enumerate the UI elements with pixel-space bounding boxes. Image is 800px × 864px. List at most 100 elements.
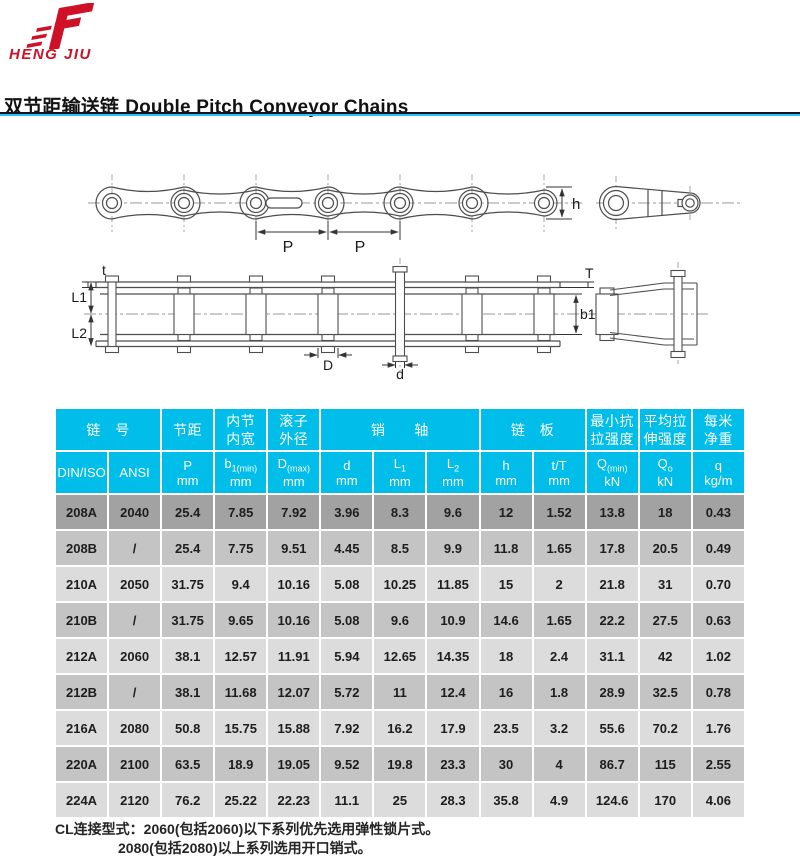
table-cell: 30 [480, 747, 532, 781]
brand-name: HENG JIU [9, 46, 92, 63]
table-cell: 1.52 [533, 495, 585, 529]
column-header: D(max) mm [268, 452, 320, 493]
table-cell: 70.2 [639, 711, 691, 745]
table-cell: 0.43 [692, 495, 744, 529]
table-cell: 17.8 [586, 531, 638, 565]
table-cell: 38.1 [162, 639, 214, 673]
column-header: t/T mm [533, 452, 585, 493]
table-cell: 14.6 [480, 603, 532, 637]
table-cell: 12.07 [268, 675, 320, 709]
footnotes: CL连接型式：2060(包括2060)以下系列优先选用弹性锁片式。 2080(包… [55, 820, 439, 858]
table-head: 链 号节距 内节 内宽 滚子 外径销 轴链 板最小抗 拉强度 平均拉 伸强度 每米 净重… [56, 409, 744, 493]
table-cell: 7.92 [268, 495, 320, 529]
table-cell: 4.06 [692, 783, 744, 817]
table-cell: 2 [533, 567, 585, 601]
table-cell: 2.55 [692, 747, 744, 781]
table-cell: 208A [56, 495, 108, 529]
table-body: 208A 2040 25.4 7.85 7.92 3.96 8.3 9.6 12 1.52 13.8… [56, 495, 744, 817]
table-cell: / [109, 531, 161, 565]
table-cell: 212A [56, 639, 108, 673]
table-cell: 2120 [109, 783, 161, 817]
table-cell: 9.51 [268, 531, 320, 565]
table-cell: 15.88 [268, 711, 320, 745]
table-cell: 16 [480, 675, 532, 709]
column-header: b1(min) mm [215, 452, 267, 493]
table-cell: 2100 [109, 747, 161, 781]
table-cell: 11.1 [321, 783, 373, 817]
chain-plan-view: t T L1 L2 b1 D d [71, 258, 708, 382]
table-cell: 35.8 [480, 783, 532, 817]
table-cell: 12.57 [215, 639, 267, 673]
table-cell: 28.9 [586, 675, 638, 709]
table-cell: 13.8 [586, 495, 638, 529]
table-cell: 12.65 [374, 639, 426, 673]
table-cell: 7.75 [215, 531, 267, 565]
table-group-header-row: 链 号节距 内节 内宽 滚子 外径销 轴链 板最小抗 拉强度 平均拉 伸强度 每米 净重 [56, 409, 744, 450]
table-row: 220A 2100 63.5 18.9 19.05 9.52 19.8 23.3 30 4 86.7… [56, 747, 744, 781]
table-cell: 25.4 [162, 531, 214, 565]
table-cell: 23.3 [427, 747, 479, 781]
dim-label-L2: L2 [71, 325, 87, 341]
table-cell: 5.72 [321, 675, 373, 709]
table-cell: 124.6 [586, 783, 638, 817]
table-row: 224A 2120 76.2 25.22 22.23 11.1 25 28.3 35.8 4.9 1… [56, 783, 744, 817]
table-cell: 220A [56, 747, 108, 781]
note-text-1: 2060(包括2060)以下系列优先选用弹性锁片式。 [143, 821, 440, 837]
table-cell: 2050 [109, 567, 161, 601]
table-cell: 23.5 [480, 711, 532, 745]
table-cell: 9.52 [321, 747, 373, 781]
column-group-header: 链 号 [56, 409, 161, 450]
table-cell: 9.9 [427, 531, 479, 565]
table-cell: 15 [480, 567, 532, 601]
column-group-header: 滚子 外径 [268, 409, 320, 450]
table-cell: 9.6 [427, 495, 479, 529]
table-cell: 42 [639, 639, 691, 673]
table-cell: 55.6 [586, 711, 638, 745]
table-cell: 2060 [109, 639, 161, 673]
table-row: 216A 2080 50.8 15.75 15.88 7.92 16.2 17.9 23.5 3.… [56, 711, 744, 745]
table-cell: 9.4 [215, 567, 267, 601]
table-cell: 1.8 [533, 675, 585, 709]
dim-label-pitch-1: P [283, 239, 294, 256]
table-cell: 38.1 [162, 675, 214, 709]
table-cell: 12.4 [427, 675, 479, 709]
dim-label-plate-height: h [572, 196, 580, 213]
note-text-2: 2080(包括2080)以上系列选用开口销式。 [118, 840, 372, 856]
spec-table: 链 号节距 内节 内宽 滚子 外径销 轴链 板最小抗 拉强度 平均拉 伸强度 每米 净重… [54, 407, 746, 819]
table-cell: 10.9 [427, 603, 479, 637]
table-cell: 1.02 [692, 639, 744, 673]
table-cell: 11.68 [215, 675, 267, 709]
table-cell: 4.9 [533, 783, 585, 817]
table-cell: 11.91 [268, 639, 320, 673]
table-cell: 63.5 [162, 747, 214, 781]
column-header: d mm [321, 452, 373, 493]
table-cell: 10.16 [268, 603, 320, 637]
table-cell: 3.96 [321, 495, 373, 529]
table-cell: 210B [56, 603, 108, 637]
table-cell: 11.8 [480, 531, 532, 565]
column-group-header: 节距 [162, 409, 214, 450]
table-cell: 8.3 [374, 495, 426, 529]
column-header: ANSI [109, 452, 161, 493]
table-row: 210A 2050 31.75 9.4 10.16 5.08 10.25 11.85 15 2 21… [56, 567, 744, 601]
table-cell: 11 [374, 675, 426, 709]
column-header: L2 mm [427, 452, 479, 493]
table-cell: 12 [480, 495, 532, 529]
table-cell: 31 [639, 567, 691, 601]
table-cell: 25.22 [215, 783, 267, 817]
table-cell: 7.85 [215, 495, 267, 529]
table-cell: 2080 [109, 711, 161, 745]
table-cell: 4.45 [321, 531, 373, 565]
dim-label-t: t [102, 262, 106, 278]
table-cell: 7.92 [321, 711, 373, 745]
table-cell: 18 [639, 495, 691, 529]
table-cell: 22.23 [268, 783, 320, 817]
table-row: 208A 2040 25.4 7.85 7.92 3.96 8.3 9.6 12 1.52 13.8… [56, 495, 744, 529]
column-header: Q(min) kN [586, 452, 638, 493]
table-cell: 1.65 [533, 603, 585, 637]
dim-label-L1: L1 [71, 289, 87, 305]
table-row: 212B/38.1 11.68 12.07 5.72 11 12.4 16 1.8 28.9 32… [56, 675, 744, 709]
table-cell: 216A [56, 711, 108, 745]
